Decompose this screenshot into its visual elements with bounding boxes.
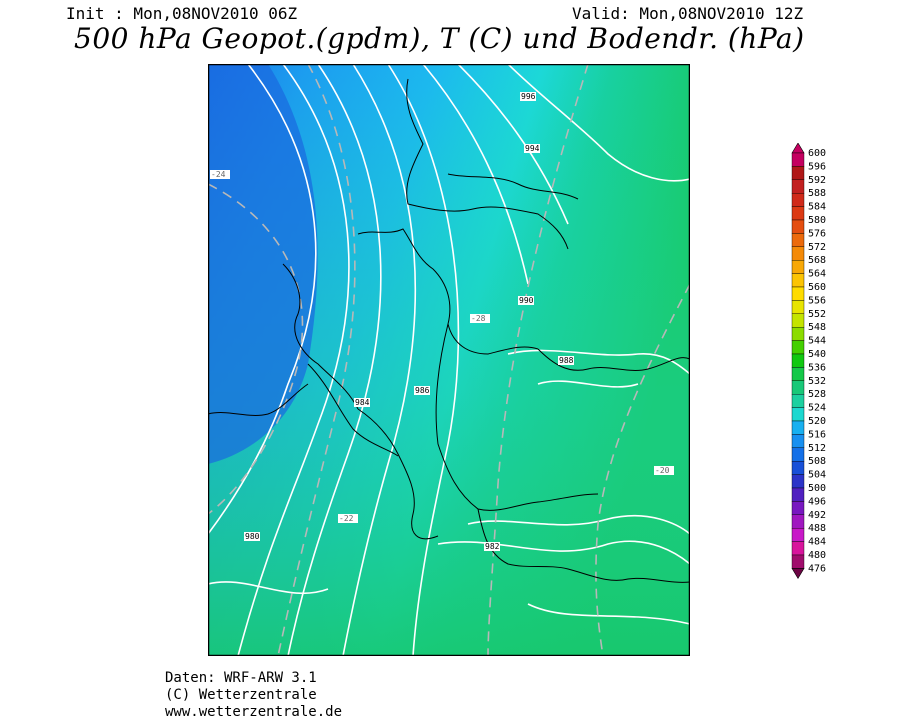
legend-arrow-top [791,143,805,154]
legend-tick-label: 480 [808,550,826,561]
legend-swatch [791,514,805,529]
map-title: 500 hPa Geopot.(gpdm), T (C) und Bodendr… [74,22,805,55]
valid-time-label: Valid: Mon,08NOV2010 12Z [572,4,804,23]
label-996: 996 [521,92,536,101]
label-minus-28: -28 [471,314,486,323]
legend-swatch [791,313,805,328]
pressure-labels: 996 994 990 988 986 984 982 980 [244,92,574,551]
legend-tick-label: 476 [808,563,826,574]
legend-swatch [791,286,805,301]
label-minus-22: -22 [339,514,354,523]
legend-tick-label: 600 [808,148,826,159]
legend-tick-label: 544 [808,336,826,347]
legend-tick-label: 592 [808,175,826,186]
legend-swatch [791,300,805,314]
footer-data-source: Daten: WRF-ARW 3.1 [165,670,317,686]
legend-tick-label: 536 [808,362,826,373]
color-legend: 600 596 592 588 584 580 576 572 568 564 560 556 552 5… [791,143,826,579]
legend-swatch [791,407,805,422]
legend-tick-label: 532 [808,376,826,387]
legend-swatch [791,273,805,288]
legend-tick-label: 524 [808,403,826,414]
legend-tick-label: 496 [808,496,826,507]
temperature-labels: -24 -22 -20 -28 [210,170,674,523]
legend-swatch [791,206,805,221]
footer-copyright: (C) Wetterzentrale [165,687,317,703]
legend-tick-label: 484 [808,537,826,548]
legend-swatch [791,219,805,234]
init-time-label: Init : Mon,08NOV2010 06Z [66,4,298,23]
legend-tick-label: 568 [808,255,826,266]
legend-arrow-bottom [791,568,805,579]
cold-lobe [208,64,318,464]
footer-website: www.wetterzentrale.de [165,704,343,720]
legend-tick-label: 552 [808,309,826,320]
legend-tick-label: 572 [808,242,826,253]
legend-tick-label: 488 [808,523,826,534]
legend-swatch [791,434,805,448]
legend-tick-label: 528 [808,389,826,400]
legend-tick-label: 564 [808,269,826,280]
legend-swatch [791,474,805,489]
legend-swatch [791,152,805,167]
legend-tick-label: 512 [808,443,826,454]
legend-swatch [791,326,805,341]
legend-tick-label: 576 [808,228,826,239]
label-994: 994 [525,144,540,153]
label-minus-24: -24 [211,170,226,179]
legend-swatch [791,393,805,408]
legend-tick-label: 540 [808,349,826,360]
legend-swatch [791,340,805,355]
legend-tick-label: 516 [808,429,826,440]
legend-tick-label: 560 [808,282,826,293]
legend-swatch [791,501,805,515]
legend-tick-label: 548 [808,322,826,333]
legend-tick-label: 580 [808,215,826,226]
legend-swatch [791,193,805,207]
label-988: 988 [559,356,574,365]
legend-swatch [791,367,805,381]
isotherms [208,64,690,656]
legend-swatch [791,541,805,556]
legend-tick-label: 492 [808,510,826,521]
label-984: 984 [355,398,370,407]
legend-swatch [791,353,805,368]
legend-swatch [791,447,805,462]
label-980: 980 [245,532,260,541]
legend-swatch [791,380,805,395]
legend-swatch [791,233,805,248]
legend-swatch [791,487,805,502]
legend-swatch [791,246,805,261]
legend-tick-label: 504 [808,470,826,481]
legend-tick-label: 508 [808,456,826,467]
legend-swatch [791,528,805,542]
isobars [208,64,690,656]
legend-tick-label: 588 [808,188,826,199]
label-986: 986 [415,386,430,395]
legend-tick-label: 500 [808,483,826,494]
label-990: 990 [519,296,534,305]
legend-swatch [791,420,805,435]
legend-tick-label: 556 [808,295,826,306]
legend-swatch [791,461,805,475]
legend-swatch [791,179,805,194]
map-frame [208,64,690,656]
legend-tick-label: 596 [808,161,826,172]
legend-swatch [791,166,805,180]
legend-tick-label: 584 [808,202,826,213]
legend-tick-label: 520 [808,416,826,427]
label-minus-20: -20 [655,466,670,475]
label-982: 982 [485,542,500,551]
legend-swatch [791,259,805,274]
legend-swatch [791,554,805,569]
weather-map: 996 994 990 988 986 984 982 980 -24 -22 … [208,64,690,656]
